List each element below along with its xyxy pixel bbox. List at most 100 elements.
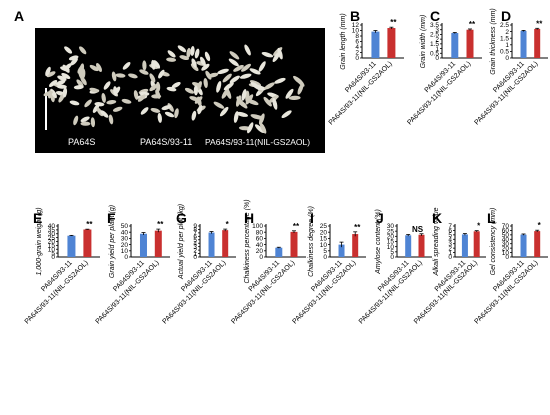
y-tick-label: 6 — [448, 228, 452, 235]
grain — [96, 62, 102, 73]
grain — [205, 70, 212, 80]
grain — [112, 106, 123, 112]
x-tick-label: PA64S/93-11(NIL-GS2AOL) — [328, 60, 394, 126]
grain — [229, 51, 240, 60]
y-axis-label: Grain width (mm) — [420, 15, 427, 69]
grain — [179, 55, 190, 61]
y-tick-label: 40 — [48, 223, 56, 230]
y-tick-label: 1.5 — [500, 35, 509, 42]
y-tick-label: 20 — [48, 239, 56, 246]
y-tick-label: 0 — [124, 254, 128, 261]
y-tick-label: 2.5 — [500, 22, 509, 29]
y-tick-label: 12 — [352, 22, 360, 29]
grain — [223, 82, 234, 91]
y-tick-label: 25 — [320, 223, 328, 230]
grain — [238, 99, 248, 109]
y-tick-label: 30 — [387, 223, 395, 230]
grain — [90, 117, 96, 128]
grain — [92, 104, 100, 113]
y-tick-label: 3.5 — [430, 22, 439, 29]
bar — [338, 244, 345, 257]
panel-letter: D — [501, 8, 511, 24]
y-tick-label: 10 — [48, 246, 56, 253]
bar — [473, 231, 480, 257]
y-tick-label: 50 — [502, 232, 510, 239]
grain — [89, 64, 99, 72]
y-tick-label: 40 — [121, 229, 129, 236]
y-tick-label: 25 — [48, 235, 56, 242]
grain — [137, 94, 146, 102]
panel-letter: C — [430, 8, 440, 24]
y-tick-label: 30 — [121, 236, 129, 243]
y-axis-label: Alkali spreading value — [433, 207, 440, 276]
grain — [191, 58, 197, 68]
grain — [171, 81, 181, 89]
grain — [164, 111, 175, 118]
grain — [73, 115, 79, 126]
grain — [216, 80, 222, 93]
bar — [222, 230, 229, 257]
grain — [140, 107, 149, 115]
y-tick-label: 2 — [448, 245, 452, 252]
y-tick-label: 30 — [48, 231, 56, 238]
panel-letter: H — [244, 210, 254, 226]
x-tick-label: PA64S/93-11(NIL-GS2AOL) — [406, 60, 472, 126]
grain — [295, 77, 305, 87]
grain — [69, 100, 80, 106]
y-tick-label: 15 — [48, 243, 56, 250]
grain — [277, 47, 283, 60]
y-tick-label: 7 — [448, 223, 452, 230]
x-tick-label: PA64S/93-11(NIL-GS2AOL) — [230, 259, 296, 325]
y-axis-label: Grain length (mm) — [340, 13, 347, 69]
significance-label: ** — [469, 20, 476, 29]
y-tick-label: 20 — [121, 242, 129, 249]
bar — [139, 233, 147, 257]
y-tick-label: 20 — [502, 245, 510, 252]
y-tick-label: 2 — [435, 36, 439, 43]
grain — [285, 88, 294, 99]
panel-letter: I — [310, 210, 314, 226]
y-tick-label: 9 — [193, 223, 197, 230]
y-tick-label: 25 — [387, 228, 395, 235]
y-tick-label: 0.5 — [430, 50, 439, 57]
y-tick-label: 5 — [193, 237, 197, 244]
x-tick-label: PA64S/93-11(NIL-GS2AOL) — [358, 259, 424, 325]
y-tick-label: 2 — [505, 29, 509, 36]
photo-label-1: PA64S — [68, 137, 96, 147]
grain — [161, 105, 172, 111]
bar — [520, 234, 527, 257]
grain — [122, 61, 131, 70]
grain — [80, 116, 90, 123]
grain — [151, 94, 162, 99]
y-tick-label: 1 — [435, 46, 439, 53]
significance-label: ** — [354, 223, 361, 232]
grain — [203, 78, 208, 88]
grain — [200, 56, 206, 66]
panel-letter: F — [107, 210, 116, 226]
x-tick-label: PA64S/93-11(NIL-GS2AOL) — [413, 259, 479, 325]
y-axis-label: Chalkiness degree (%) — [308, 206, 315, 277]
grain — [174, 108, 179, 119]
grain — [259, 122, 267, 134]
y-tick-label: 35 — [48, 227, 56, 234]
bar — [67, 235, 76, 257]
grain — [247, 99, 259, 106]
significance-label: ** — [86, 220, 93, 229]
y-tick-label: 8 — [193, 227, 197, 234]
y-tick-label: 15 — [387, 239, 395, 246]
grain — [250, 82, 261, 90]
x-tick-label: PA64S/93-11(NIL-GS2AOL) — [291, 259, 357, 325]
grain — [219, 106, 229, 117]
y-tick-label: 6 — [355, 39, 359, 46]
grain — [101, 92, 106, 103]
grain — [128, 73, 138, 79]
significance-label: * — [477, 222, 481, 231]
x-tick-label: PA64S/93-11(NIL-GS2AOL) — [473, 60, 539, 126]
bar — [275, 247, 283, 257]
grain — [111, 71, 117, 82]
grain — [64, 46, 73, 54]
